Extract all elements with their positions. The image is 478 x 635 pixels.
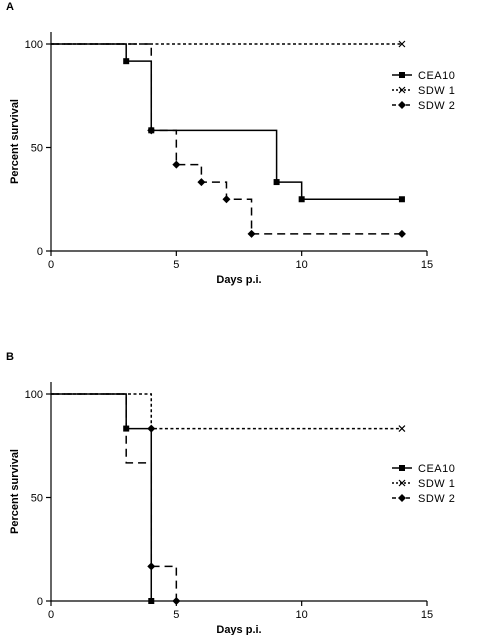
series-point-sdw2 [147, 126, 156, 135]
series-point-cea10 [398, 196, 405, 203]
series-point-sdw2 [222, 195, 231, 204]
x-tick-label: 0 [48, 609, 54, 621]
x-tick-label: 15 [421, 609, 433, 621]
legend-label-sdw1: SDW 1 [418, 478, 455, 490]
y-tick-label: 100 [25, 389, 43, 401]
series-point-sdw2 [247, 229, 256, 238]
x-tick-label: 10 [296, 609, 308, 621]
series-point-cea10 [298, 196, 305, 203]
y-axis-label: Percent survival [9, 449, 21, 534]
legend-marker-sdw1 [398, 479, 406, 487]
x-tick-label: 10 [296, 259, 308, 271]
series-point-sdw2 [397, 229, 406, 238]
legend-label-sdw2: SDW 2 [418, 100, 455, 112]
legend-marker-cea10 [399, 72, 405, 78]
series-point-sdw2 [172, 597, 181, 605]
series-point-sdw2 [197, 178, 206, 187]
x-axis-label: Days p.i. [216, 274, 261, 286]
series-point-sdw2 [147, 562, 156, 571]
y-tick-label: 0 [37, 596, 43, 608]
series-point-sdw2 [147, 424, 156, 433]
chart-panel-b: B 0 5 10 15 0 50 100 Days p.i. Percent survival CE… [6, 351, 455, 635]
series-point-sdw1 [398, 40, 406, 48]
chart-panel-a: A 0 5 10 15 0 50 100 Days p.i. Percent survival CE… [6, 1, 455, 286]
legend-label-cea10: CEA10 [418, 463, 455, 475]
legend-marker-cea10 [399, 465, 405, 471]
legend-marker-sdw2 [398, 494, 406, 502]
y-tick-label: 0 [37, 246, 43, 258]
legend-label-sdw1: SDW 1 [418, 85, 455, 97]
series-line-sdw2 [51, 43, 402, 235]
series-line-cea10 [51, 43, 402, 200]
y-axis-label: Percent survival [9, 99, 21, 184]
series-point-cea10 [273, 179, 280, 186]
x-tick-label: 5 [173, 609, 179, 621]
series-point-cea10 [148, 598, 155, 604]
legend-marker-sdw2 [398, 101, 406, 109]
y-tick-label: 100 [25, 39, 43, 51]
series-point-sdw1 [398, 425, 406, 432]
series-line-sdw2 [51, 393, 178, 601]
y-tick-label: 50 [31, 143, 43, 155]
series-line-cea10 [51, 393, 153, 601]
y-tick-label: 50 [31, 493, 43, 505]
x-tick-label: 5 [173, 259, 179, 271]
x-tick-label: 15 [421, 259, 433, 271]
x-axis-label: Days p.i. [216, 624, 261, 635]
series-point-sdw2 [172, 160, 181, 169]
x-tick-label: 0 [48, 259, 54, 271]
legend-marker-sdw1 [398, 86, 406, 94]
series-point-cea10 [123, 58, 130, 65]
legend-label-cea10: CEA10 [418, 70, 455, 82]
legend-label-sdw2: SDW 2 [418, 493, 455, 505]
series-line-sdw1 [51, 393, 402, 430]
panel-label: A [6, 1, 14, 13]
panel-label: B [6, 351, 14, 363]
